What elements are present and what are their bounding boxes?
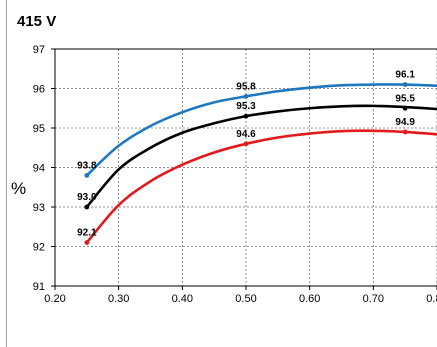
chart-frame: 415 V % 91 92 93 94 95 96 97 0.20 0.30 0.40 0.50 0.… (6, 0, 437, 347)
x-tick-label: 0.30 (108, 293, 129, 305)
chart-title: 415 V (17, 13, 56, 30)
data-label: 94.9 (395, 117, 415, 128)
x-tick-label: 0.20 (44, 293, 65, 305)
x-tick-label: 0.40 (172, 293, 193, 305)
series-line-1 (85, 104, 437, 209)
data-point (243, 113, 249, 119)
data-point (243, 94, 249, 99)
data-point (84, 173, 90, 178)
y-tick-label: 93 (33, 202, 45, 214)
data-point (84, 204, 90, 210)
series-line-0 (85, 83, 437, 177)
data-point (243, 141, 249, 147)
y-tick-label: 94 (33, 163, 45, 175)
y-tick-label: 95 (33, 123, 45, 135)
y-tick-label: 96 (33, 84, 45, 96)
y-tick-label: 97 (33, 44, 45, 56)
data-labels: 93.8 95.8 96.1 93.0 95.3 95.5 92.1 94.6 94.9 (77, 70, 415, 239)
data-label: 95.8 (236, 81, 256, 92)
data-label: 96.1 (395, 70, 415, 81)
series-line-2 (85, 129, 437, 244)
data-point (402, 129, 408, 135)
y-axis-label: % (11, 179, 26, 198)
data-point (402, 105, 408, 111)
grid-lines (55, 48, 437, 286)
data-label: 93.8 (77, 160, 97, 171)
data-label: 94.6 (236, 129, 256, 140)
axes: 91 92 93 94 95 96 97 0.20 0.30 0.40 0.50 0.60 0.70 0.… (33, 44, 437, 305)
data-label: 95.3 (236, 101, 256, 112)
y-tick-label: 91 (33, 281, 45, 293)
data-point (402, 82, 408, 87)
data-label: 92.1 (77, 228, 97, 239)
y-tick-label: 92 (33, 242, 45, 254)
chart: 415 V % 91 92 93 94 95 96 97 0.20 0.30 0.40 0.50 0.… (11, 13, 437, 305)
x-tick-label: 0.60 (299, 293, 320, 305)
data-label: 93.0 (77, 192, 97, 203)
x-tick-label: 0.50 (235, 293, 256, 305)
data-label: 95.5 (395, 93, 415, 104)
series-lines (84, 82, 437, 245)
x-tick-label: 0.70 (363, 293, 384, 305)
x-tick-label: 0.80 (426, 293, 437, 305)
data-point (84, 240, 90, 245)
